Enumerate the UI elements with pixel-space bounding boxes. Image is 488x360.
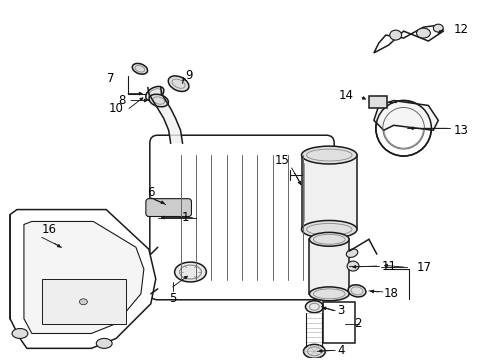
- Ellipse shape: [305, 301, 323, 313]
- Text: 9: 9: [185, 69, 193, 82]
- Text: 7: 7: [106, 72, 114, 85]
- Bar: [323, 302, 354, 343]
- Ellipse shape: [96, 338, 112, 348]
- Text: 16: 16: [41, 223, 57, 236]
- Ellipse shape: [303, 345, 325, 358]
- Text: 1: 1: [182, 211, 189, 224]
- Ellipse shape: [432, 24, 442, 32]
- FancyBboxPatch shape: [149, 135, 333, 300]
- Ellipse shape: [375, 100, 430, 156]
- Polygon shape: [147, 87, 182, 143]
- Text: 8: 8: [119, 94, 126, 107]
- Ellipse shape: [174, 262, 206, 282]
- Text: 11: 11: [381, 260, 396, 273]
- Polygon shape: [373, 25, 442, 53]
- Ellipse shape: [145, 86, 163, 101]
- Ellipse shape: [389, 30, 401, 40]
- Text: 6: 6: [147, 186, 154, 199]
- Text: 18: 18: [383, 287, 398, 300]
- Ellipse shape: [149, 94, 168, 107]
- Ellipse shape: [301, 220, 356, 238]
- Text: 10: 10: [108, 102, 123, 115]
- Text: 5: 5: [168, 292, 176, 305]
- Text: 15: 15: [274, 153, 289, 167]
- Text: 14: 14: [338, 89, 353, 102]
- Ellipse shape: [346, 249, 357, 257]
- Bar: [309, 239, 348, 294]
- Ellipse shape: [416, 28, 429, 38]
- Ellipse shape: [132, 63, 147, 74]
- Polygon shape: [24, 221, 143, 333]
- Text: 12: 12: [452, 23, 467, 36]
- Bar: [301, 155, 356, 229]
- Text: 2: 2: [353, 317, 361, 330]
- Ellipse shape: [347, 285, 365, 297]
- Ellipse shape: [12, 329, 28, 338]
- Text: 4: 4: [337, 344, 344, 357]
- Ellipse shape: [309, 287, 348, 301]
- Polygon shape: [373, 100, 437, 130]
- Bar: [368, 95, 386, 108]
- Text: 13: 13: [452, 124, 467, 137]
- Text: 17: 17: [416, 261, 430, 274]
- FancyBboxPatch shape: [145, 199, 191, 216]
- Ellipse shape: [346, 261, 358, 271]
- Text: 3: 3: [337, 304, 344, 317]
- Bar: [41, 279, 126, 324]
- Ellipse shape: [301, 146, 356, 164]
- Ellipse shape: [309, 232, 348, 246]
- Ellipse shape: [79, 299, 87, 305]
- Polygon shape: [10, 210, 156, 348]
- Ellipse shape: [168, 76, 188, 91]
